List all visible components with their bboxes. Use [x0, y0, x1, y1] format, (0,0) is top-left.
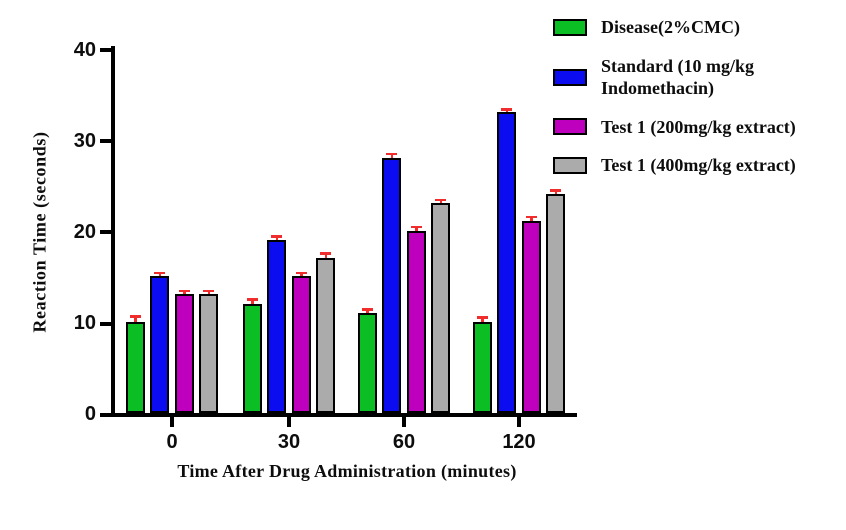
legend-item-standard: Standard (10 mg/kg Indomethacin) [553, 55, 831, 100]
error-bar-stem [481, 316, 484, 322]
error-bar-stem [251, 298, 254, 304]
bar-series0-t120 [472, 321, 492, 413]
bar-series3-t0 [199, 294, 219, 413]
legend-swatch-standard [553, 68, 587, 86]
legend-item-disease: Disease(2%CMC) [553, 16, 831, 39]
error-bar-cap [295, 271, 307, 275]
y-tick-30 [100, 139, 112, 143]
bar-series0-t0 [125, 321, 145, 413]
bar-series1-t0 [150, 276, 170, 413]
y-tick-40 [100, 48, 112, 52]
y-tick-label-30: 30 [73, 130, 96, 152]
x-tick-label-0: 0 [166, 431, 178, 453]
bar-series3-t60 [431, 203, 451, 413]
error-bar-stem [134, 315, 137, 322]
error-bar-cap [525, 215, 537, 219]
legend-swatch-disease [553, 18, 587, 36]
bar-series1-t30 [267, 239, 287, 413]
legend-label-disease: Disease(2%CMC) [601, 17, 740, 37]
error-bar-cap [501, 108, 513, 111]
bar-series1-t120 [497, 111, 517, 413]
error-bar-cap [386, 152, 398, 156]
bar-series0-t60 [357, 312, 377, 413]
bar-series2-t120 [521, 221, 541, 413]
error-bar-stem [530, 215, 533, 222]
bar-series0-t30 [242, 303, 262, 413]
legend-label-test1-400: Test 1 (400mg/kg extract) [601, 155, 796, 175]
y-axis-line [111, 46, 115, 417]
x-tick-label-60: 60 [392, 431, 416, 453]
error-bar-cap [129, 315, 141, 318]
error-bar-cap [246, 298, 258, 301]
bar-series3-t30 [316, 257, 336, 413]
legend-label-standard: Standard (10 mg/kg Indomethacin) [601, 55, 755, 99]
legend-item-test1-400: Test 1 (400mg/kg extract) [553, 154, 831, 177]
bar-series2-t0 [174, 294, 194, 413]
error-bar-cap [178, 289, 190, 293]
plot-area [115, 48, 577, 413]
legend: Disease(2%CMC) Standard (10 mg/kg Indome… [553, 16, 831, 177]
x-tick-0 [170, 417, 174, 427]
x-tick-120 [517, 417, 521, 427]
bar-series3-t120 [546, 194, 566, 413]
y-tick-10 [100, 322, 112, 326]
y-axis-title: Reaction Time (seconds) [29, 131, 50, 333]
x-tick-30 [287, 417, 291, 427]
y-tick-label-10: 10 [73, 312, 96, 334]
error-bar-cap [550, 189, 562, 192]
error-bar-cap [361, 308, 373, 311]
legend-item-test1-200: Test 1 (200mg/kg extract) [553, 116, 831, 139]
bar-series2-t30 [291, 276, 311, 413]
bar-series2-t60 [406, 230, 426, 413]
x-tick-label-30: 30 [277, 431, 301, 453]
y-tick-label-40: 40 [73, 39, 96, 61]
x-axis-title: Time After Drug Administration (minutes) [177, 461, 517, 481]
error-bar-cap [435, 198, 447, 202]
legend-label-test1-200: Test 1 (200mg/kg extract) [601, 116, 796, 137]
error-bar-cap [271, 235, 283, 238]
error-bar-cap [410, 225, 422, 229]
legend-swatch-test1-400 [553, 156, 587, 174]
error-bar-cap [476, 316, 488, 319]
x-tick-60 [402, 417, 406, 427]
y-tick-label-0: 0 [84, 403, 96, 425]
x-axis-line [111, 413, 577, 417]
y-tick-20 [100, 230, 112, 234]
error-bar-cap [320, 252, 332, 255]
error-bar-cap [203, 289, 215, 293]
error-bar-stem [324, 252, 327, 258]
y-tick-label-20: 20 [73, 221, 96, 243]
legend-swatch-test1-200 [553, 118, 587, 136]
x-tick-label-120: 120 [502, 431, 536, 453]
y-tick-0 [100, 413, 112, 417]
error-bar-cap [154, 271, 166, 275]
bar-series1-t60 [382, 157, 402, 413]
